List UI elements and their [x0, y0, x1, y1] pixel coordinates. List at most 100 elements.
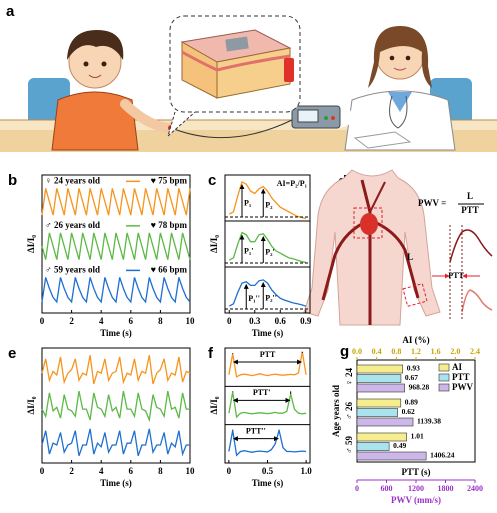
bar — [356, 432, 407, 442]
bar — [356, 374, 402, 383]
value-label: 0.93 — [407, 364, 420, 373]
x-tick-label: 10 — [186, 316, 196, 326]
trace — [41, 277, 191, 304]
x3-tick-label: 2400 — [467, 484, 483, 493]
x-axis-title: Time (s) — [252, 478, 284, 488]
x-tick-label: 0.6 — [275, 316, 287, 326]
plot-frame — [224, 347, 311, 464]
trace — [41, 188, 191, 216]
x-tick-label: 4 — [99, 316, 104, 326]
x2-tick-label: 0.0 — [352, 347, 362, 356]
trace — [41, 232, 191, 260]
formula-numerator: L — [467, 191, 473, 201]
x-axis-title: Time (s) — [100, 478, 132, 488]
x3-tick-label: 1200 — [408, 484, 424, 493]
value-label: 1406.24 — [430, 451, 455, 460]
formula-denominator: PTT — [461, 205, 479, 215]
x-tick-label: 0 — [227, 466, 232, 476]
bar — [356, 442, 390, 451]
x2-tick-label: 2.0 — [450, 347, 460, 356]
peak-label: P₂'' — [265, 293, 277, 302]
y-axis-title: ΔI/I₀ — [209, 235, 219, 253]
x-axis-title: Time (s) — [252, 328, 284, 338]
legend-swatch — [438, 363, 450, 372]
x-axis-title: Time (s) — [100, 328, 132, 338]
plot-frame — [41, 347, 191, 464]
x-tick-label: 0.5 — [262, 466, 274, 476]
panel-label: g — [340, 343, 349, 360]
x2-tick-label: 2.4 — [470, 347, 480, 356]
x2-tick-label: 0.8 — [391, 347, 401, 356]
value-label: 1139.38 — [417, 417, 441, 426]
trace-label: ♂ 59 years old — [45, 264, 100, 274]
category-label: ♀ 24 — [344, 368, 354, 387]
x3-tick-label: 600 — [381, 484, 393, 493]
trace — [41, 355, 191, 385]
trace — [41, 428, 190, 457]
x2-tick-label: 1.6 — [431, 347, 441, 356]
x-tick-label: 6 — [129, 466, 134, 476]
formula-lhs: PWV = — [418, 198, 446, 208]
bar — [356, 408, 398, 417]
x-tick-label: 0 — [40, 466, 45, 476]
x-tick-label: 0.3 — [249, 316, 261, 326]
trace — [228, 391, 307, 419]
x2-tick-label: 0.4 — [372, 347, 382, 356]
ptt-label: PTT — [260, 350, 276, 359]
illustration-d: d L PWV = L PTT PTT — [303, 169, 493, 326]
bar — [356, 398, 402, 408]
x-tick-label: 2 — [69, 466, 74, 476]
plot-frame — [224, 174, 311, 314]
legend-swatch — [438, 373, 450, 382]
trace — [228, 180, 307, 220]
peak-label: P₁' — [244, 247, 254, 256]
y-axis-title: Age years old — [331, 385, 341, 437]
legend-swatch — [438, 383, 450, 392]
peak-label: P₂' — [265, 247, 275, 256]
value-label: 0.89 — [405, 398, 418, 407]
heart-rate: ♥ 78 bpm — [151, 220, 188, 230]
ptt-label: PTT' — [253, 388, 271, 397]
y-axis-title: ΔI/I₀ — [209, 396, 219, 414]
trace — [228, 430, 307, 457]
panel-label: f — [208, 345, 214, 362]
peak-label: P₂ — [265, 201, 273, 210]
panel-label: a — [6, 3, 15, 20]
x2-tick-label: 1.2 — [411, 347, 421, 356]
trace — [228, 351, 307, 378]
category-label: ♂ 59 — [344, 436, 354, 455]
x-tick-label: 8 — [158, 466, 163, 476]
x3-tick-label: 0 — [355, 484, 359, 493]
value-label: 0.62 — [402, 407, 415, 416]
bar — [356, 364, 404, 374]
x-tick-label: 4 — [99, 466, 104, 476]
trace — [41, 390, 190, 423]
y-axis-title: ΔI/I₀ — [26, 235, 36, 253]
trace-label: ♂ 26 years old — [45, 220, 100, 230]
value-label: 968.28 — [409, 383, 430, 392]
bar — [356, 451, 427, 461]
legend-label: PTT — [452, 372, 470, 382]
annotation: AI=P₂/P₁ — [277, 179, 308, 188]
bar — [356, 383, 405, 393]
value-label: 0.49 — [393, 441, 406, 450]
trace — [228, 279, 307, 307]
trace — [228, 231, 306, 264]
legend-label: PWV — [452, 382, 473, 392]
x-tick-label: 0.9 — [300, 316, 312, 326]
x-tick-label: 10 — [186, 466, 196, 476]
x-tick-label: 1.0 — [301, 466, 313, 476]
x-tick-label: 6 — [129, 316, 134, 326]
x-axis-title: PTT (s) — [401, 467, 430, 477]
length-label: L — [407, 252, 413, 262]
heart-rate: ♥ 75 bpm — [151, 175, 188, 185]
panel-label: b — [8, 172, 17, 189]
value-label: 0.67 — [405, 373, 418, 382]
legend-label: AI — [452, 362, 462, 372]
peak-label: P₁ — [244, 198, 252, 207]
x-tick-label: 0 — [227, 316, 232, 326]
x2-axis-title: AI (%) — [402, 335, 429, 345]
illustration-a: a — [0, 3, 497, 152]
trace-label: ♀ 24 years old — [45, 175, 100, 185]
